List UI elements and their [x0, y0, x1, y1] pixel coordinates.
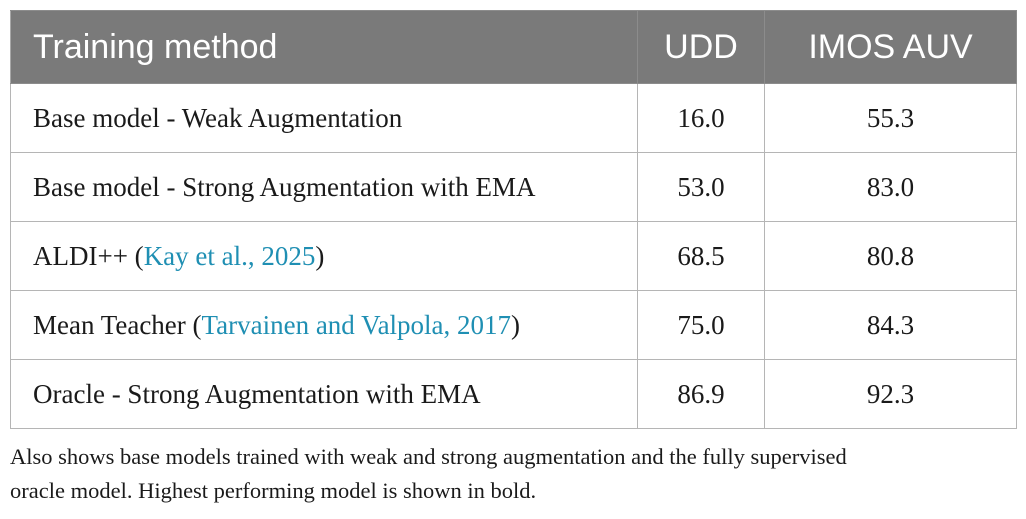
cell-method: ALDI++ (Kay et al., 2025) [10, 221, 638, 291]
method-label-post: ) [315, 240, 325, 271]
method-label: Base model - Strong Augmentation with EM… [33, 171, 536, 202]
cell-method: Base model - Strong Augmentation with EM… [10, 152, 638, 222]
cell-method: Oracle - Strong Augmentation with EMA [10, 359, 638, 429]
cell-udd: 86.9 [637, 359, 765, 429]
cell-imos: 55.3 [764, 83, 1017, 153]
method-label-pre: ALDI++ ( [33, 240, 144, 271]
table-body: Base model - Weak Augmentation 16.0 55.3… [10, 83, 1017, 429]
cell-imos: 83.0 [764, 152, 1017, 222]
footnote-line: Also shows base models trained with weak… [10, 444, 847, 469]
table-row: ALDI++ (Kay et al., 2025) 68.5 80.8 [10, 221, 1017, 291]
cell-method: Base model - Weak Augmentation [10, 83, 638, 153]
table-row: Mean Teacher (Tarvainen and Valpola, 201… [10, 290, 1017, 360]
header-row: Training method UDD IMOS AUV [10, 10, 1017, 84]
header-udd: UDD [637, 10, 765, 84]
table-row: Oracle - Strong Augmentation with EMA 86… [10, 359, 1017, 429]
table-footnote: Also shows base models trained with weak… [10, 440, 1016, 508]
footnote-line: oracle model. Highest performing model i… [10, 478, 537, 503]
cell-imos: 92.3 [764, 359, 1017, 429]
cell-udd: 68.5 [637, 221, 765, 291]
results-table-container: Training method UDD IMOS AUV Base model … [10, 10, 1017, 429]
cell-udd: 53.0 [637, 152, 765, 222]
cell-udd: 75.0 [637, 290, 765, 360]
table-header: Training method UDD IMOS AUV [10, 10, 1017, 84]
header-imos-auv: IMOS AUV [764, 10, 1017, 84]
method-label-pre: Mean Teacher ( [33, 309, 202, 340]
header-training-method: Training method [10, 10, 638, 84]
method-label: Base model - Weak Augmentation [33, 102, 403, 133]
cell-imos: 80.8 [764, 221, 1017, 291]
method-label: Oracle - Strong Augmentation with EMA [33, 378, 481, 409]
cell-imos: 84.3 [764, 290, 1017, 360]
table-row: Base model - Strong Augmentation with EM… [10, 152, 1017, 222]
cell-method: Mean Teacher (Tarvainen and Valpola, 201… [10, 290, 638, 360]
table-row: Base model - Weak Augmentation 16.0 55.3 [10, 83, 1017, 153]
results-table: Training method UDD IMOS AUV Base model … [10, 10, 1017, 429]
citation-link-kay-2025[interactable]: Kay et al., 2025 [143, 240, 316, 271]
cell-udd: 16.0 [637, 83, 765, 153]
method-label-post: ) [511, 309, 521, 340]
citation-link-tarvainen-2017[interactable]: Tarvainen and Valpola, 2017 [201, 309, 512, 340]
